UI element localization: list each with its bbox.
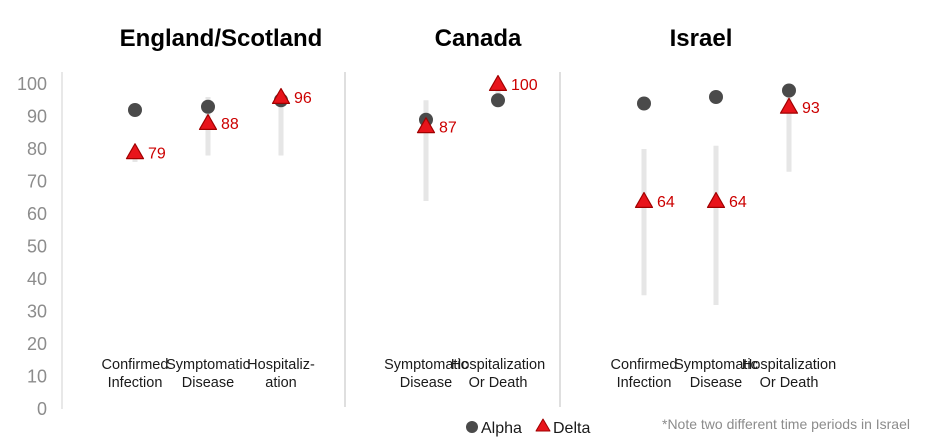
range-bar	[641, 149, 647, 296]
alpha-point	[782, 83, 796, 98]
category-label: Symptomatic	[166, 357, 250, 373]
y-tick-label: 30	[27, 302, 47, 322]
y-tick-label: 10	[27, 367, 47, 387]
category-label: Infection	[108, 375, 163, 391]
delta-value-label: 88	[221, 116, 239, 133]
category-label: Confirmed	[102, 357, 169, 373]
delta-point	[706, 191, 726, 208]
y-tick-label: 80	[27, 139, 47, 159]
category-label: Hospitalization	[451, 357, 545, 373]
panel-title: Canada	[435, 25, 522, 52]
delta-point	[125, 143, 145, 160]
y-tick-label: 40	[27, 269, 47, 289]
alpha-point	[637, 96, 651, 111]
y-tick-label: 100	[17, 74, 47, 94]
y-tick-label: 50	[27, 237, 47, 257]
delta-value-label: 96	[294, 90, 312, 107]
category-label: Disease	[182, 375, 234, 391]
y-tick-label: 20	[27, 334, 47, 354]
delta-value-label: 93	[802, 100, 820, 117]
alpha-point	[709, 90, 723, 104]
alpha-point	[128, 103, 142, 117]
category-label: Symptomatic	[674, 357, 758, 373]
y-tick-label: 70	[27, 172, 47, 192]
delta-point	[779, 97, 799, 114]
category-label: Hospitaliz-	[247, 357, 315, 373]
panel-title: Israel	[670, 25, 733, 52]
delta-point	[416, 117, 436, 134]
delta-value-label: 64	[729, 194, 747, 211]
delta-value-label: 87	[439, 119, 457, 136]
y-tick-label: 60	[27, 204, 47, 224]
category-label: Disease	[690, 375, 742, 391]
delta-point	[198, 113, 218, 130]
category-label: Confirmed	[611, 357, 678, 373]
delta-value-label: 79	[148, 145, 166, 162]
range-bar	[786, 97, 792, 172]
alpha-point	[201, 99, 215, 114]
legend-alpha-label: Alpha	[481, 420, 522, 437]
legend-delta-marker	[535, 418, 551, 432]
alpha-point	[491, 93, 505, 108]
delta-point	[271, 87, 291, 104]
delta-value-label: 64	[657, 194, 675, 211]
legend-delta-label: Delta	[553, 420, 590, 437]
y-tick-label: 0	[37, 399, 47, 419]
category-label: Infection	[617, 375, 672, 391]
category-label: Symptomatic	[384, 357, 468, 373]
category-label: Hospitalization	[742, 357, 836, 373]
range-bar	[713, 145, 719, 305]
y-tick-label: 90	[27, 107, 47, 127]
range-bar	[278, 97, 284, 156]
category-label: Or Death	[469, 375, 528, 391]
range-bar	[423, 100, 429, 201]
delta-point	[488, 74, 508, 91]
category-label: ation	[265, 375, 296, 391]
category-label: Or Death	[760, 375, 819, 391]
category-label: Disease	[400, 375, 452, 391]
delta-point	[634, 191, 654, 208]
panel-title: England/Scotland	[120, 25, 323, 52]
legend-alpha-marker	[466, 421, 478, 433]
delta-value-label: 100	[511, 77, 538, 94]
footnote: *Note two different time periods in Isra…	[662, 416, 910, 432]
